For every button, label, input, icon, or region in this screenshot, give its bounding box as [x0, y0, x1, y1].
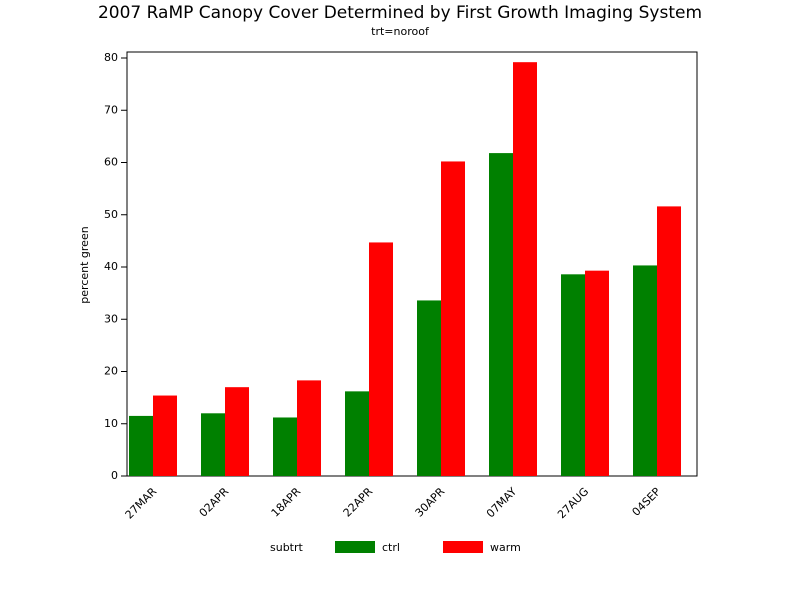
legend-swatch — [443, 541, 483, 553]
bar — [153, 395, 177, 476]
y-tick-label: 80 — [104, 51, 118, 64]
legend-swatch — [335, 541, 375, 553]
y-axis-label: percent green — [78, 226, 91, 303]
bar — [225, 387, 249, 476]
x-tick-label: 30APR — [413, 485, 448, 520]
y-tick-label: 30 — [104, 312, 118, 325]
x-tick-label: 02APR — [197, 485, 232, 520]
bar — [345, 391, 369, 476]
bar — [513, 62, 537, 477]
bar — [417, 300, 441, 476]
y-tick-label: 20 — [104, 365, 118, 378]
legend-label: warm — [490, 541, 521, 554]
bar — [585, 270, 609, 476]
x-tick-label: 27MAR — [123, 485, 160, 522]
y-tick-label: 10 — [104, 417, 118, 430]
x-tick-label: 22APR — [341, 485, 376, 520]
bar — [561, 274, 585, 476]
y-tick-label: 70 — [104, 103, 118, 116]
x-tick-label: 18APR — [269, 485, 304, 520]
legend-label: ctrl — [382, 541, 400, 554]
bar — [657, 206, 681, 476]
bar — [297, 380, 321, 476]
y-tick-label: 50 — [104, 208, 118, 221]
chart-subtitle: trt=noroof — [371, 25, 430, 38]
plot-frame — [126, 51, 698, 477]
bar — [201, 413, 225, 476]
bar — [273, 417, 297, 476]
x-tick-label: 04SEP — [630, 485, 664, 519]
chart-title: 2007 RaMP Canopy Cover Determined by Fir… — [98, 3, 702, 23]
y-tick-label: 60 — [104, 156, 118, 169]
bar — [489, 153, 513, 476]
y-tick-label: 0 — [111, 469, 118, 482]
bar — [369, 242, 393, 476]
bar — [129, 415, 153, 476]
x-tick-label: 07MAY — [484, 485, 519, 520]
bar — [441, 161, 465, 476]
bar — [633, 265, 657, 476]
x-tick-label: 27AUG — [555, 485, 591, 521]
y-tick-label: 40 — [104, 260, 118, 273]
legend-title: subtrt — [270, 541, 304, 554]
